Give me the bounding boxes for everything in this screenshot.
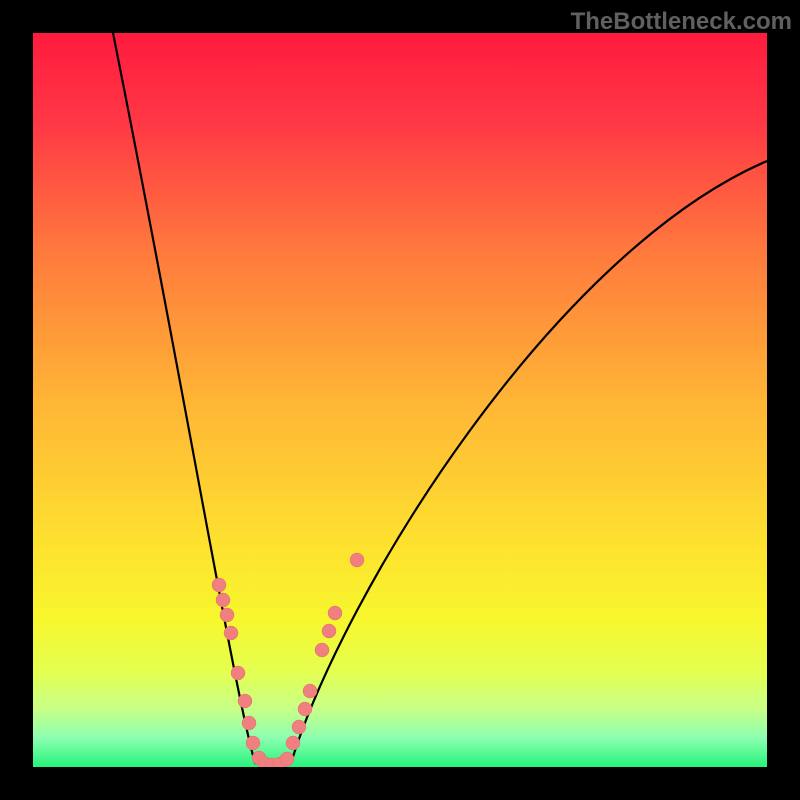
- data-point: [298, 702, 312, 716]
- data-point: [280, 752, 294, 766]
- chart-svg: [33, 33, 767, 767]
- data-point: [315, 643, 329, 657]
- data-point: [216, 593, 230, 607]
- data-point: [246, 736, 260, 750]
- plot-area: [33, 33, 767, 767]
- data-point: [212, 578, 226, 592]
- data-point: [292, 720, 306, 734]
- data-point: [286, 736, 300, 750]
- data-point: [231, 666, 245, 680]
- watermark-text: TheBottleneck.com: [571, 8, 792, 36]
- chart-container: TheBottleneck.com: [0, 0, 800, 800]
- data-point: [238, 694, 252, 708]
- data-point: [242, 716, 256, 730]
- data-point: [303, 684, 317, 698]
- data-markers: [212, 553, 364, 767]
- data-point: [350, 553, 364, 567]
- data-point: [328, 606, 342, 620]
- data-point: [220, 608, 234, 622]
- data-point: [224, 626, 238, 640]
- bottleneck-curve: [113, 33, 767, 765]
- data-point: [322, 624, 336, 638]
